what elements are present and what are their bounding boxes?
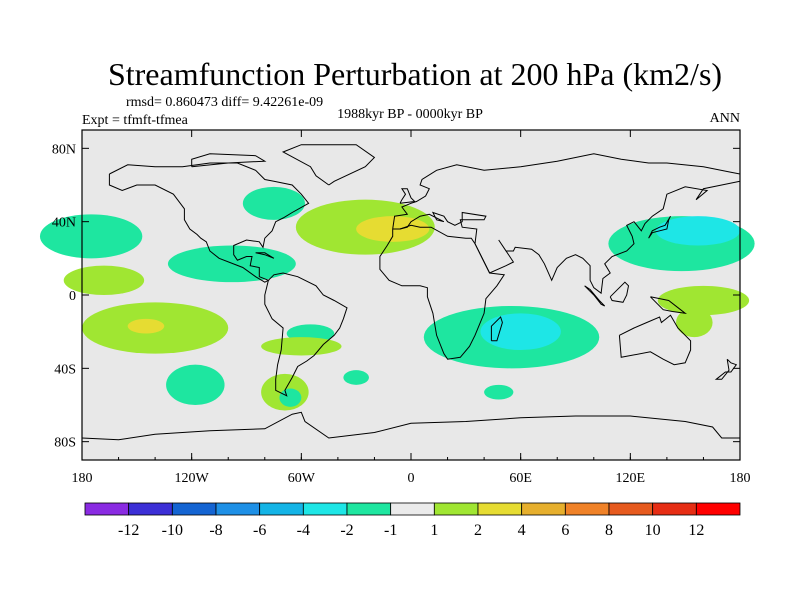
colorbar-swatch-7: [390, 502, 435, 516]
colorbar-label-10: 6: [561, 522, 569, 539]
experiment-label: Expt = tfmft-tfmea: [82, 113, 189, 128]
anomaly-region-14: [343, 370, 369, 385]
x-tick-label-0: 180: [72, 471, 93, 486]
coastline-0: [108, 162, 310, 283]
colorbar-label-1: -10: [162, 522, 183, 539]
y-tick-label-3: 40S: [54, 362, 76, 377]
colorbar-swatch-11: [564, 502, 610, 516]
anomaly-region-11: [166, 364, 225, 406]
colorbar-label-12: 10: [645, 522, 661, 539]
map-plot-area: [39, 129, 755, 461]
anomaly-region-4: [167, 245, 296, 283]
x-tick-label-4: 60E: [509, 471, 532, 486]
y-tick-label-4: 80S: [54, 436, 76, 451]
colorbar-label-0: -12: [118, 522, 139, 539]
colorbar-label-4: -4: [297, 522, 310, 539]
y-tick-label-2: 0: [69, 289, 76, 304]
coastline-15: [255, 252, 275, 259]
colorbar-label-5: -2: [340, 522, 353, 539]
colorbar-swatch-4: [259, 502, 304, 516]
coastline-7: [81, 411, 740, 441]
colorbar-swatch-9: [477, 502, 523, 516]
colorbar-swatch-13: [652, 502, 697, 516]
stats-label: rmsd= 0.860473 diff= 9.42261e-09: [126, 95, 323, 110]
coastline-3: [392, 153, 741, 230]
colorbar-swatch-12: [608, 502, 654, 516]
coastline-11: [584, 285, 606, 307]
colorbar-label-3: -6: [253, 522, 266, 539]
x-tick-label-5: 120E: [616, 471, 646, 486]
colorbar-swatch-14: [695, 502, 741, 516]
colorbar-label-9: 4: [518, 522, 526, 539]
colorbar-label-11: 8: [605, 522, 613, 539]
colorbar-label-8: 2: [474, 522, 482, 539]
anomaly-region-3: [242, 186, 305, 220]
coastline-10: [648, 215, 671, 239]
y-tick-label-0: 80N: [52, 142, 76, 157]
season-label: ANN: [710, 111, 740, 126]
map-background: [82, 130, 740, 460]
y-tick-label-1: 40N: [52, 216, 76, 231]
colorbar-swatch-1: [128, 502, 173, 516]
anomaly-region-20: [657, 285, 750, 316]
colorbar-label-6: -1: [384, 522, 397, 539]
anomaly-region-19: [655, 216, 740, 246]
coastline-14: [714, 358, 738, 380]
coastline-12: [609, 281, 630, 303]
colorbar-swatch-5: [302, 502, 348, 516]
coastline-16: [191, 153, 267, 168]
anomaly-region-13: [279, 388, 302, 407]
coastline-5: [618, 314, 692, 366]
colorbar-swatch-8: [433, 502, 479, 516]
coastline-1: [264, 272, 348, 397]
coastline-13: [650, 296, 687, 315]
coastline-2: [379, 224, 506, 360]
x-tick-label-2: 60W: [288, 471, 316, 486]
anomaly-region-21: [676, 307, 713, 338]
x-tick-label-1: 120W: [175, 471, 210, 486]
coastline-4: [399, 180, 741, 295]
colorbar-swatch-6: [346, 502, 392, 516]
anomaly-region-0: [39, 214, 143, 259]
colorbar-label-7: 1: [430, 522, 438, 539]
coastline-6: [490, 316, 503, 342]
colorbar-swatch-0: [84, 502, 130, 516]
period-label: 1988kyr BP - 0000kyr BP: [337, 107, 483, 122]
colorbar-label-13: 12: [688, 522, 704, 539]
anomaly-region-8: [127, 318, 165, 334]
chart-title: Streamfunction Perturbation at 200 hPa (…: [108, 56, 722, 92]
axis-ticks: 180 120W 60W 0 60E 120E 180 80N 40N 0 40S 80S: [52, 130, 751, 486]
colorbar-swatch-3: [215, 502, 261, 516]
colorbar-label-2: -8: [209, 522, 222, 539]
colorbar-swatch-2: [171, 502, 217, 516]
coastline-9: [399, 188, 416, 204]
x-tick-label-6: 180: [730, 471, 751, 486]
anomaly-region-17: [484, 384, 514, 400]
colorbar-swatch-10: [521, 502, 566, 516]
colorbar: -12 -10 -8 -6 -4 -2 -1 1 2 4 6 8 10 12: [84, 502, 741, 539]
anomaly-region-16: [480, 313, 561, 350]
anomaly-region-2: [63, 265, 145, 296]
coastline-8: [281, 144, 376, 186]
x-tick-label-3: 0: [408, 471, 415, 486]
